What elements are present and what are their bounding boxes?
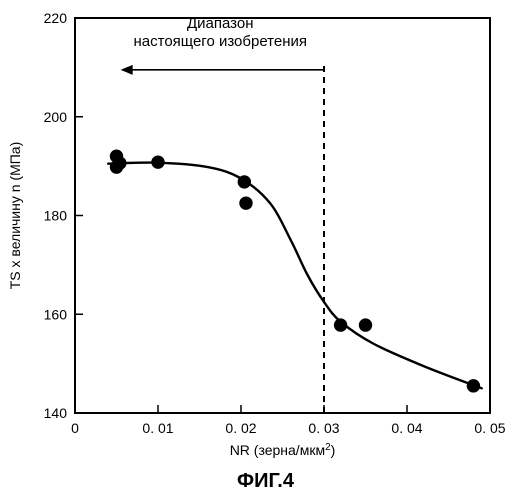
- x-tick-label: 0. 01: [142, 420, 173, 436]
- y-tick-label: 160: [44, 306, 68, 322]
- x-tick-label: 0. 04: [391, 420, 422, 436]
- x-tick-label: 0. 03: [308, 420, 339, 436]
- x-tick-label: 0. 02: [225, 420, 256, 436]
- y-tick-label: 200: [44, 109, 68, 125]
- data-point: [240, 197, 252, 209]
- x-tick-label: 0. 05: [474, 420, 505, 436]
- x-axis-label: NR (зерна/мкм2): [230, 442, 336, 459]
- figure-container: 0 0. 01 0. 02 0. 03 0. 04 0. 05 140 160 180 200 22…: [0, 0, 531, 500]
- data-point: [334, 319, 346, 331]
- figure-caption: ФИГ.4: [0, 470, 531, 493]
- data-point: [359, 319, 371, 331]
- chart-svg: 0 0. 01 0. 02 0. 03 0. 04 0. 05 140 160 180 200 22…: [0, 0, 531, 460]
- plot-frame: [75, 18, 490, 413]
- data-point: [238, 176, 250, 188]
- y-axis-label: TS x величину n (МПа): [7, 142, 23, 290]
- y-tick-label: 140: [44, 405, 68, 421]
- data-point: [467, 380, 479, 392]
- data-point: [114, 157, 126, 169]
- x-tick-label: 0: [71, 420, 79, 436]
- caption-text: ФИГ.4: [237, 470, 294, 492]
- data-point: [152, 156, 164, 168]
- y-tick-label: 180: [44, 208, 68, 224]
- annotation-line2: настоящего изобретения: [134, 33, 308, 50]
- y-tick-label: 220: [44, 10, 68, 26]
- annotation-line1: Диапазон: [187, 15, 254, 32]
